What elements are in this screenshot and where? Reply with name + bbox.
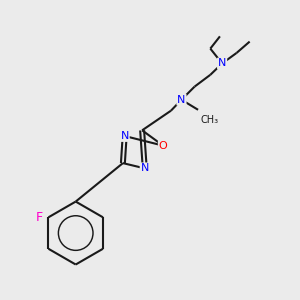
Text: N: N	[121, 131, 129, 141]
Text: N: N	[218, 58, 226, 68]
Text: F: F	[35, 211, 42, 224]
Text: N: N	[141, 164, 149, 173]
Text: N: N	[177, 95, 186, 105]
Text: CH₃: CH₃	[200, 115, 218, 125]
Text: O: O	[159, 141, 167, 151]
